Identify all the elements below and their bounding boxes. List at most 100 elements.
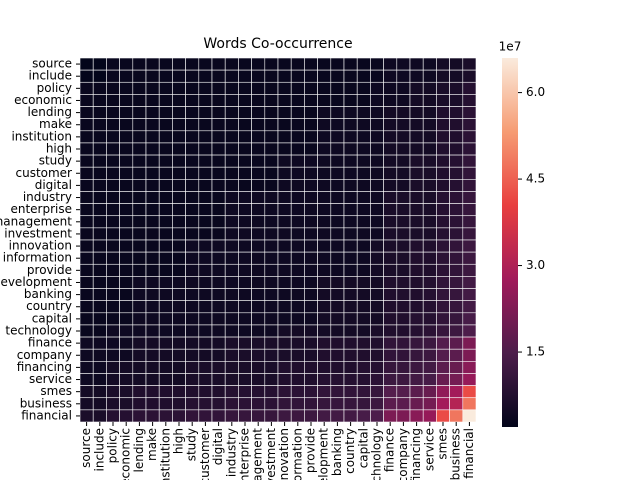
heatmap-cell <box>106 191 120 204</box>
heatmap-cell <box>343 312 358 326</box>
heatmap-cell <box>172 373 186 386</box>
heatmap-cell <box>79 276 94 289</box>
heatmap-cell <box>79 312 94 326</box>
heatmap-cell <box>449 276 464 289</box>
heatmap-cell <box>238 324 252 338</box>
heatmap-cell <box>224 154 239 168</box>
heatmap-cell <box>119 57 134 71</box>
x-tick-label: include <box>92 428 106 471</box>
heatmap-cell <box>356 69 371 83</box>
heatmap-cell <box>185 69 200 83</box>
heatmap-cell <box>264 312 279 326</box>
heatmap-cell <box>277 336 292 350</box>
heatmap-cell <box>264 361 279 374</box>
heatmap-cell <box>145 385 160 399</box>
heatmap-cell <box>264 348 279 362</box>
heatmap-cell <box>106 142 120 156</box>
heatmap-cell <box>185 397 200 411</box>
heatmap-cell <box>449 69 464 83</box>
heatmap-cell <box>330 118 345 132</box>
heatmap-cell <box>356 288 371 301</box>
heatmap-cell <box>449 385 464 399</box>
heatmap-cell <box>290 251 305 265</box>
heatmap-cell <box>172 191 186 204</box>
heatmap-cell <box>158 154 173 168</box>
heatmap-cell <box>383 324 398 338</box>
heatmap-cell <box>106 130 120 144</box>
heatmap-cell <box>211 191 226 204</box>
heatmap-cell <box>211 179 226 192</box>
heatmap-cell <box>436 361 450 374</box>
heatmap-cell <box>449 251 464 265</box>
heatmap-cell <box>92 57 107 71</box>
heatmap-cell <box>211 81 226 95</box>
heatmap-cell <box>290 142 305 156</box>
heatmap-cell <box>264 276 279 289</box>
heatmap-cell <box>343 361 358 374</box>
heatmap-cell <box>383 81 398 95</box>
heatmap-cell <box>290 57 305 71</box>
heatmap-cell <box>343 57 358 71</box>
heatmap-cell <box>330 373 345 386</box>
heatmap-cell <box>317 191 332 204</box>
heatmap-cell <box>238 361 252 374</box>
heatmap-cell <box>422 263 437 277</box>
heatmap-cell <box>330 142 345 156</box>
heatmap-cell <box>436 409 450 423</box>
heatmap-cell <box>436 397 450 411</box>
heatmap-cell <box>330 57 345 71</box>
heatmap-cell <box>317 361 332 374</box>
heatmap-cell <box>396 300 411 314</box>
heatmap-cell <box>158 276 173 289</box>
x-tick-label: source <box>79 428 93 468</box>
heatmap-cell <box>106 154 120 168</box>
heatmap-cell <box>185 312 200 326</box>
heatmap-cell <box>290 227 305 241</box>
heatmap-cell <box>330 215 345 229</box>
heatmap-cell <box>330 288 345 301</box>
heatmap-cell <box>304 94 318 107</box>
heatmap-cell <box>436 239 450 253</box>
heatmap-cell <box>449 361 464 374</box>
heatmap-cell <box>304 81 318 95</box>
heatmap-cell <box>158 409 173 423</box>
heatmap-cell <box>224 142 239 156</box>
y-tick-label: digital <box>35 178 72 192</box>
heatmap-cell <box>119 227 134 241</box>
heatmap-cell <box>251 154 266 168</box>
heatmap-cell <box>106 69 120 83</box>
heatmap-cell <box>277 81 292 95</box>
heatmap-cell <box>330 263 345 277</box>
heatmap-cell <box>79 142 94 156</box>
heatmap-cell <box>251 348 266 362</box>
heatmap-cell <box>383 130 398 144</box>
heatmap-cell <box>185 361 200 374</box>
heatmap-cell <box>436 215 450 229</box>
heatmap-cell <box>396 118 411 132</box>
heatmap-cell <box>330 300 345 314</box>
heatmap-cell <box>251 336 266 350</box>
heatmap-cell <box>119 312 134 326</box>
heatmap-cell <box>436 324 450 338</box>
heatmap-cell <box>396 142 411 156</box>
heatmap-cell <box>290 203 305 217</box>
heatmap-cell <box>343 300 358 314</box>
heatmap-cell <box>211 251 226 265</box>
heatmap-cell <box>383 142 398 156</box>
heatmap-cell <box>436 203 450 217</box>
heatmap-cell <box>238 385 252 399</box>
heatmap-cell <box>132 81 147 95</box>
heatmap-cell <box>462 69 477 83</box>
heatmap-cell <box>304 361 318 374</box>
colorbar-tick-label: 6.0 <box>526 85 545 99</box>
heatmap-cell <box>449 239 464 253</box>
x-tick-label: service <box>422 428 436 471</box>
heatmap-cell <box>172 324 186 338</box>
heatmap-cell <box>290 361 305 374</box>
heatmap-cell <box>370 215 384 229</box>
heatmap-cell <box>330 179 345 192</box>
x-tick-label: institution <box>158 428 172 480</box>
heatmap-cell <box>409 397 424 411</box>
heatmap-cell <box>264 409 279 423</box>
heatmap-cell <box>317 276 332 289</box>
